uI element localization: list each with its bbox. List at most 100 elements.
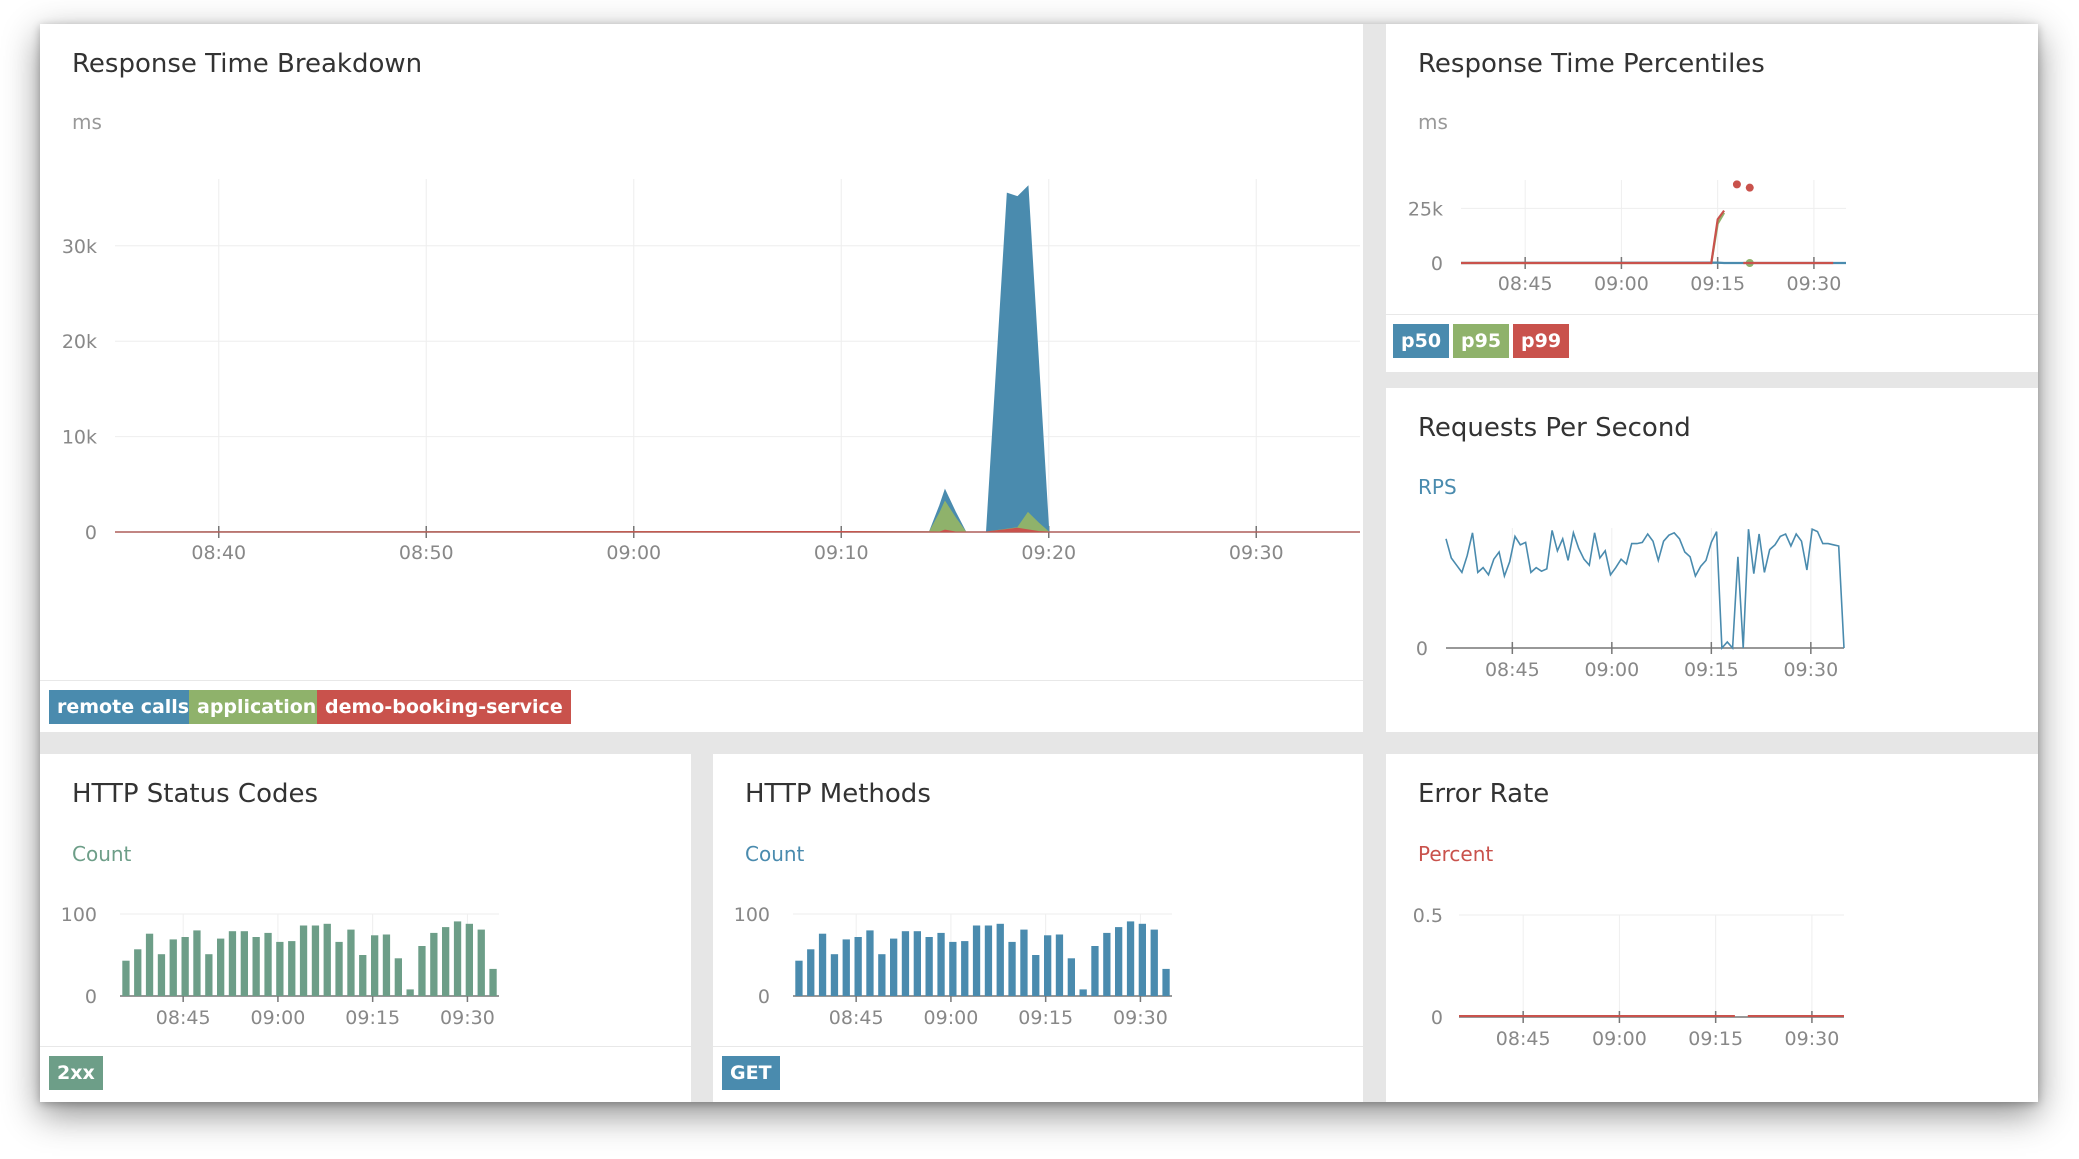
legend-p50[interactable]: p50 xyxy=(1393,324,1450,358)
bar xyxy=(359,955,367,996)
status-codes-chart[interactable]: 08:45 09:00 09:15 09:30 0 100 xyxy=(40,754,691,1044)
bar xyxy=(264,932,272,996)
bar xyxy=(122,960,130,996)
point-p99 xyxy=(1745,183,1754,192)
breakdown-chart[interactable]: 08:40 08:50 09:00 09:10 09:20 09:30 0 10k 20k 30k xyxy=(40,24,1363,704)
bar xyxy=(477,929,485,996)
x-tick-label: 09:20 xyxy=(1021,542,1076,564)
legend-get[interactable]: GET xyxy=(722,1056,780,1090)
legend-p99[interactable]: p99 xyxy=(1513,324,1570,358)
x-tick-label: 08:45 xyxy=(829,1007,884,1029)
bar xyxy=(228,931,237,996)
legend-application[interactable]: application xyxy=(189,690,325,724)
bar xyxy=(795,960,803,996)
methods-chart[interactable]: 08:45 09:00 09:15 09:30 0 100 xyxy=(713,754,1363,1044)
bar xyxy=(418,946,426,996)
bar xyxy=(193,930,201,996)
line-p99 xyxy=(1461,209,1725,265)
bar xyxy=(913,931,921,996)
x-tick-label: 09:00 xyxy=(606,542,661,564)
x-tick-label: 08:40 xyxy=(191,542,246,564)
bar xyxy=(1032,955,1040,996)
y-tick-label: 30k xyxy=(62,236,97,258)
x-tick-label: 09:30 xyxy=(1785,1028,1840,1050)
error-rate-chart[interactable]: 08:45 09:00 09:15 09:30 0 0.5 xyxy=(1386,754,2038,1074)
percentiles-panel: Response Time Percentiles ms 08:45 09:00 0… xyxy=(1386,24,2038,372)
rps-panel: Requests Per Second RPS 08:45 09:00 09:15 0… xyxy=(1386,388,2038,732)
bar xyxy=(1162,968,1170,996)
rps-chart[interactable]: 08:45 09:00 09:15 09:30 0 xyxy=(1386,388,2038,728)
status-codes-panel: HTTP Status Codes Count 08:45 09:00 09:15 0… xyxy=(40,754,691,1102)
x-tick-label: 08:45 xyxy=(1485,659,1540,681)
bar xyxy=(961,941,969,996)
bar xyxy=(866,930,874,996)
legend-demo-booking-service[interactable]: demo-booking-service xyxy=(317,690,571,724)
area-demo-booking-service xyxy=(114,527,1360,533)
methods-panel: HTTP Methods Count 08:45 09:00 09:15 09:30 0… xyxy=(713,754,1363,1102)
bar xyxy=(854,937,862,996)
panel-title: Response Time Breakdown xyxy=(72,49,423,79)
bar xyxy=(1126,921,1135,996)
y-tick-label: 0 xyxy=(1431,253,1443,275)
unit-label: Count xyxy=(745,842,805,866)
y-tick-label: 0 xyxy=(85,986,97,1008)
bar xyxy=(169,939,177,996)
legend-2xx[interactable]: 2xx xyxy=(49,1056,103,1090)
percentiles-chart[interactable]: 08:45 09:00 09:15 09:30 0 25k xyxy=(1386,24,2038,324)
bar xyxy=(842,939,850,996)
x-tick-label: 09:15 xyxy=(1688,1028,1743,1050)
legend-row: remote calls application demo-booking-se… xyxy=(40,680,1363,732)
bar xyxy=(1055,934,1064,996)
x-tick-label: 09:15 xyxy=(1684,659,1739,681)
breakdown-panel: Response Time Breakdown ms 08:40 08:50 09:… xyxy=(40,24,1363,732)
bar xyxy=(1044,935,1052,996)
dashboard: Response Time Breakdown ms 08:40 08:50 09:… xyxy=(40,24,2038,1102)
y-tick-label: 0.5 xyxy=(1413,905,1443,927)
bar xyxy=(335,941,343,996)
x-tick-label: 09:15 xyxy=(1018,1007,1073,1029)
legend-p95[interactable]: p95 xyxy=(1453,324,1510,358)
x-tick-label: 09:30 xyxy=(1783,659,1838,681)
legend-remote-calls[interactable]: remote calls xyxy=(49,690,198,724)
panel-title: Requests Per Second xyxy=(1418,413,1691,443)
bar xyxy=(830,954,839,996)
x-tick-label: 08:45 xyxy=(156,1007,211,1029)
bar xyxy=(299,925,308,996)
bar xyxy=(323,923,331,996)
bar xyxy=(818,933,827,996)
bar xyxy=(996,923,1004,996)
x-tick-label: 09:30 xyxy=(440,1007,495,1029)
bar xyxy=(878,954,886,996)
bar xyxy=(1138,923,1146,996)
rps-line xyxy=(1445,528,1845,650)
unit-label: ms xyxy=(72,110,102,134)
bar xyxy=(276,941,284,996)
bar xyxy=(134,949,142,996)
bar xyxy=(371,935,379,996)
bar xyxy=(972,925,981,996)
bar xyxy=(288,941,296,996)
x-tick-label: 09:00 xyxy=(1594,273,1649,295)
bar xyxy=(347,929,355,996)
bar xyxy=(465,923,473,996)
panel-title: HTTP Methods xyxy=(745,779,931,809)
bar xyxy=(442,927,450,996)
bar xyxy=(145,933,154,996)
bar xyxy=(901,931,910,996)
bar xyxy=(311,925,320,996)
bar xyxy=(453,921,462,996)
x-tick-label: 08:45 xyxy=(1496,1028,1551,1050)
y-tick-label: 0 xyxy=(758,986,770,1008)
x-tick-label: 08:50 xyxy=(399,542,454,564)
bar xyxy=(157,954,166,996)
y-tick-label: 20k xyxy=(62,331,97,353)
x-tick-label: 09:10 xyxy=(814,542,869,564)
bar xyxy=(1091,946,1099,996)
area-remote-calls xyxy=(114,185,1360,533)
error-rate-panel: Error Rate Percent 08:45 09:00 09:15 09:30 0… xyxy=(1386,754,2038,1102)
y-tick-label: 100 xyxy=(61,904,97,926)
unit-label: Percent xyxy=(1418,842,1494,866)
y-tick-label: 100 xyxy=(734,904,770,926)
bar xyxy=(1103,932,1111,996)
legend-row: GET xyxy=(713,1046,1363,1099)
